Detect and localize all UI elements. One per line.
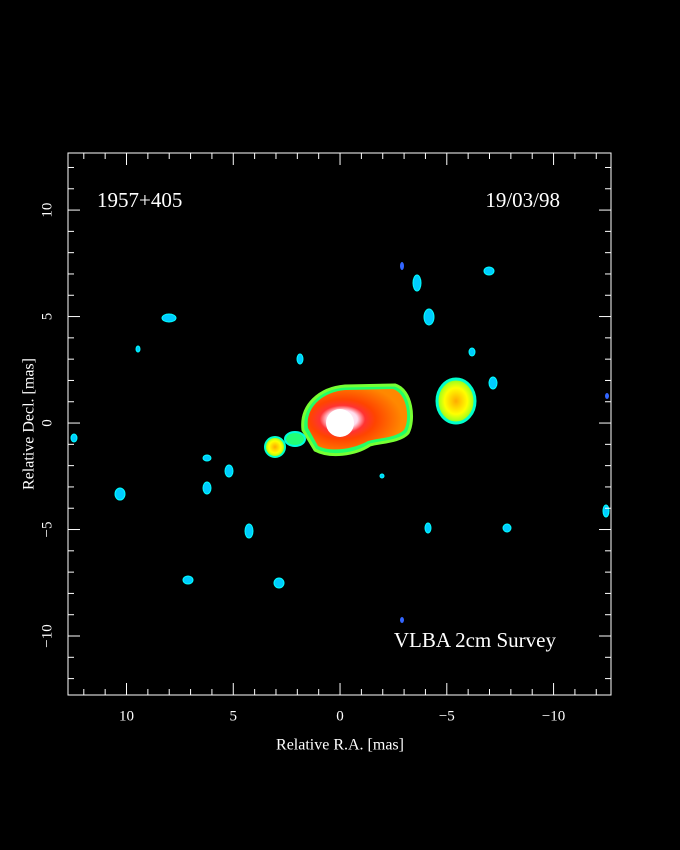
y-axis-label: Relative Decl. [mas] xyxy=(21,358,38,490)
x-tick-label: 10 xyxy=(119,708,134,724)
x-tick-label: 0 xyxy=(336,708,344,724)
y-tick-label: 5 xyxy=(39,313,55,321)
y-tick-label: 0 xyxy=(39,419,55,427)
x-axis-label: Relative R.A. [mas] xyxy=(276,737,404,754)
date-label: 19/03/98 xyxy=(485,188,560,212)
source-label: 1957+405 xyxy=(97,188,182,212)
y-tick-label: 10 xyxy=(39,203,55,218)
plot-frame xyxy=(67,152,612,696)
x-tick-label: 5 xyxy=(230,708,238,724)
x-tick-label: −10 xyxy=(542,708,565,724)
x-tick-label: −5 xyxy=(439,708,455,724)
y-tick-label: −10 xyxy=(39,624,55,647)
emission-map xyxy=(70,262,610,623)
survey-label: VLBA 2cm Survey xyxy=(394,628,557,652)
y-tick-label: −5 xyxy=(39,522,55,538)
